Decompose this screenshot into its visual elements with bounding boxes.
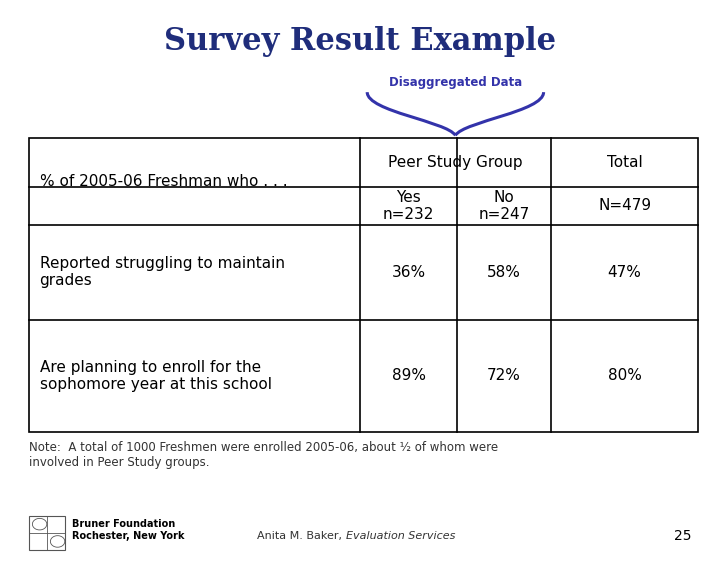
Text: Evaluation Services: Evaluation Services [346, 530, 455, 541]
Text: 89%: 89% [392, 368, 426, 384]
Text: No
n=247: No n=247 [478, 190, 530, 222]
Text: Peer Study Group: Peer Study Group [388, 155, 523, 170]
Text: Survey Result Example: Survey Result Example [164, 26, 556, 57]
Text: % of 2005-06 Freshman who . . .: % of 2005-06 Freshman who . . . [40, 174, 287, 189]
Text: Note:  A total of 1000 Freshmen were enrolled 2005-06, about ½ of whom were
invo: Note: A total of 1000 Freshmen were enro… [29, 441, 498, 469]
Text: 25: 25 [674, 529, 691, 543]
Text: 47%: 47% [608, 264, 642, 280]
Text: 36%: 36% [392, 264, 426, 280]
Bar [29, 516, 65, 550]
Text: Anita M. Baker,: Anita M. Baker, [257, 530, 346, 541]
Text: Are planning to enroll for the
sophomore year at this school: Are planning to enroll for the sophomore… [40, 359, 271, 392]
Text: Reported struggling to maintain
grades: Reported struggling to maintain grades [40, 256, 284, 289]
Text: 80%: 80% [608, 368, 642, 384]
Text: Bruner Foundation
Rochester, New York: Bruner Foundation Rochester, New York [72, 519, 184, 541]
Text: Yes
n=232: Yes n=232 [383, 190, 434, 222]
Bar [29, 138, 698, 432]
Text: Total: Total [607, 155, 642, 170]
Text: 72%: 72% [487, 368, 521, 384]
Text: N=479: N=479 [598, 198, 651, 214]
Text: Disaggregated Data: Disaggregated Data [389, 76, 522, 89]
Text: 58%: 58% [487, 264, 521, 280]
